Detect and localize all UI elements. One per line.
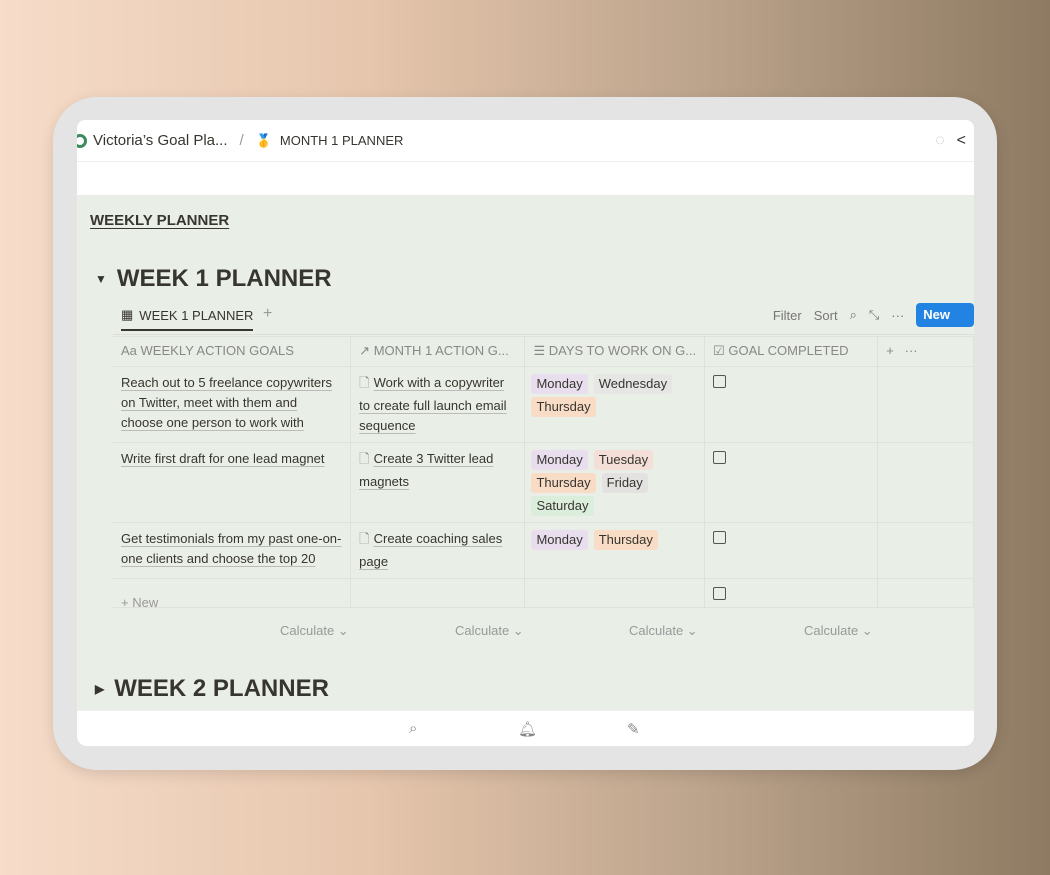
workspace-icon (77, 133, 87, 148)
tab-week1-table[interactable]: ▦ WEEK 1 PLANNER (121, 307, 254, 331)
day-tag[interactable]: Thursday (593, 530, 658, 550)
column-header-goal-completed[interactable]: ☑ GOAL COMPLETED (704, 336, 879, 367)
empty-cell (877, 578, 974, 608)
table-row (113, 578, 974, 608)
goal-title[interactable]: Get testimonials from my past one-on-one… (121, 531, 342, 566)
relation-icon: ↗ (359, 343, 371, 358)
new-row-button[interactable]: + New (121, 595, 159, 610)
day-tag[interactable]: Monday (531, 530, 588, 550)
toggle-open-icon[interactable]: ▼ (95, 272, 107, 286)
relation-cell[interactable] (350, 578, 526, 608)
goal-completed-checkbox[interactable] (713, 451, 727, 464)
empty-cell (877, 442, 974, 523)
goal-cell[interactable]: Write first draft for one lead magnet (113, 442, 352, 523)
relation-cell[interactable]: 🗋 Work with a copywriter to create full l… (350, 366, 526, 443)
loading-icon: ◌ (935, 132, 945, 149)
multiselect-icon: ☰ (533, 343, 546, 358)
day-tag[interactable]: Wednesday (593, 374, 673, 394)
breadcrumb-separator: / (239, 132, 244, 149)
column-header-weekly-goals[interactable]: Aa WEEKLY ACTION GOALS (113, 336, 352, 367)
relation-link[interactable]: Create 3 Twitter lead magnets (359, 451, 494, 489)
filter-button[interactable]: Filter (772, 307, 802, 323)
week1-toggle-heading[interactable]: ▼ WEEK 1 PLANNER (95, 265, 332, 293)
search-icon[interactable]: ⌕ (849, 307, 857, 322)
sort-button[interactable]: Sort (813, 307, 838, 323)
breadcrumb-page-label: MONTH 1 PLANNER (279, 133, 404, 148)
share-icon[interactable]: < (956, 132, 966, 149)
goal-completed-checkbox[interactable] (713, 587, 727, 600)
completed-cell[interactable] (704, 442, 879, 523)
page-icon: 🗋 (359, 375, 370, 390)
expand-icon[interactable]: ⤡ (868, 307, 880, 322)
calculate-button[interactable]: Calculate ⌄ (280, 623, 349, 638)
tab-label: WEEK 1 PLANNER (139, 307, 254, 323)
calculate-button[interactable]: Calculate ⌄ (455, 623, 524, 638)
goal-completed-checkbox[interactable] (713, 375, 727, 388)
calculate-button[interactable]: Calculate ⌄ (629, 623, 698, 638)
empty-cell (877, 366, 974, 443)
goal-cell[interactable] (113, 578, 352, 608)
goal-cell[interactable]: Get testimonials from my past one-on-one… (113, 522, 352, 579)
relation-link[interactable]: Create coaching sales page (359, 531, 503, 569)
days-cell[interactable]: Monday Thursday (524, 522, 706, 579)
calculate-button[interactable]: Calculate ⌄ (804, 623, 873, 638)
completed-cell[interactable] (704, 578, 879, 608)
weekly-planner-link[interactable]: WEEKLY PLANNER (90, 212, 230, 229)
completed-cell[interactable] (704, 522, 879, 579)
add-view-button[interactable]: + (263, 305, 273, 322)
page-icon: 🗋 (359, 531, 370, 546)
page-content: WEEKLY PLANNER ▼ WEEK 1 PLANNER ▦ WEEK 1 P… (77, 195, 974, 710)
week2-toggle-heading[interactable]: ▶ WEEK 2 PLANNER (95, 675, 329, 703)
table-row: Get testimonials from my past one-on-one… (113, 522, 974, 579)
text-icon: Aa (121, 343, 137, 358)
breadcrumb-workspace[interactable]: Victoria’s Goal Pla... (93, 132, 228, 149)
week2-title: WEEK 2 PLANNER (114, 675, 329, 702)
column-header-days[interactable]: ☰ DAYS TO WORK ON G... (524, 336, 706, 367)
table-row: Reach out to 5 freelance copywriters on … (113, 366, 974, 443)
day-tag[interactable]: Thursday (531, 473, 596, 493)
search-icon[interactable]: ⌕ (409, 720, 418, 737)
column-label: WEEKLY ACTION GOALS (140, 343, 294, 358)
week1-table: Aa WEEKLY ACTION GOALS ↗ MONTH 1 ACTION … (113, 336, 974, 608)
relation-cell[interactable]: 🗋 Create coaching sales page (350, 522, 526, 579)
completed-cell[interactable] (704, 366, 879, 443)
column-label: MONTH 1 ACTION G... (373, 343, 509, 358)
days-cell[interactable] (524, 578, 706, 608)
column-label: DAYS TO WORK ON G... (548, 343, 697, 358)
relation-cell[interactable]: 🗋 Create 3 Twitter lead magnets (350, 442, 526, 523)
table-row: Write first draft for one lead magnet 🗋 C… (113, 442, 974, 523)
column-label: GOAL COMPLETED (728, 343, 849, 358)
breadcrumb-page[interactable]: 🥇 MONTH 1 PLANNER (256, 133, 404, 149)
goal-title[interactable]: Write first draft for one lead magnet (121, 451, 325, 466)
day-tag[interactable]: Monday (531, 450, 588, 470)
new-button[interactable]: New (916, 303, 974, 327)
more-icon[interactable]: ··· (891, 307, 905, 323)
day-tag[interactable]: Saturday (531, 496, 594, 516)
day-tag[interactable]: Friday (601, 473, 648, 493)
toggle-closed-icon[interactable]: ▶ (95, 682, 105, 696)
relation-link[interactable]: Work with a copywriter to create full la… (359, 375, 507, 433)
days-cell[interactable]: Monday Wednesday Thursday (524, 366, 706, 443)
page-icon: 🗋 (359, 451, 370, 466)
notion-screen: Victoria’s Goal Pla... / 🥇 MONTH 1 PLANNE… (77, 120, 974, 746)
add-column-button[interactable]: + ··· (877, 336, 974, 367)
day-tag[interactable]: Tuesday (593, 450, 654, 470)
table-icon: ▦ (121, 307, 134, 322)
goal-cell[interactable]: Reach out to 5 freelance copywriters on … (113, 366, 352, 443)
top-bar: Victoria’s Goal Pla... / 🥇 MONTH 1 PLANNE… (77, 120, 974, 162)
bell-icon[interactable]: 🔔︎ (518, 721, 538, 738)
day-tag[interactable]: Monday (531, 374, 588, 394)
medal-icon: 🥇 (255, 132, 272, 148)
bottom-bar: ⌕ 🔔︎ ✎ (77, 710, 974, 746)
compose-icon[interactable]: ✎ (627, 721, 640, 738)
empty-cell (877, 522, 974, 579)
goal-completed-checkbox[interactable] (713, 531, 727, 544)
goal-title[interactable]: Reach out to 5 freelance copywriters on … (121, 375, 332, 430)
week1-title: WEEK 1 PLANNER (116, 265, 332, 292)
days-cell[interactable]: Monday Tuesday Thursday Friday Saturday (524, 442, 706, 523)
checkbox-icon: ☑ (713, 343, 725, 358)
database-view-bar: ▦ WEEK 1 PLANNER + Filter Sort ⌕ ⤡ ··· Ne… (113, 303, 974, 335)
day-tag[interactable]: Thursday (531, 397, 596, 417)
column-header-month1-goals[interactable]: ↗ MONTH 1 ACTION G... (350, 336, 526, 367)
